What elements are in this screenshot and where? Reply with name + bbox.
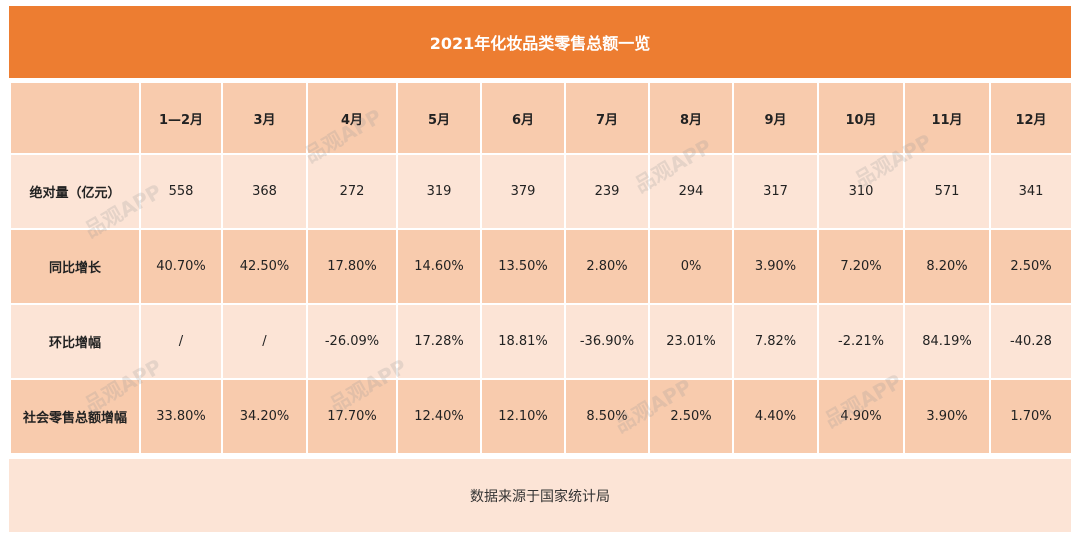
header-row: 1—2月 3月 4月 5月 6月 7月 8月 9月 10月 11月 12月	[9, 81, 1073, 155]
table-cell: 379	[480, 153, 566, 230]
corner-cell	[9, 81, 141, 155]
table-cell: 42.50%	[221, 228, 308, 305]
table-cell: 4.90%	[817, 378, 905, 455]
table-cell: 3.90%	[732, 228, 819, 305]
table-cell: 23.01%	[648, 303, 734, 380]
column-header: 1—2月	[139, 81, 223, 155]
column-header: 3月	[221, 81, 308, 155]
column-header: 11月	[903, 81, 991, 155]
column-header: 9月	[732, 81, 819, 155]
table-cell: -36.90%	[564, 303, 650, 380]
table-cell: 310	[817, 153, 905, 230]
column-header: 6月	[480, 81, 566, 155]
column-header: 5月	[396, 81, 482, 155]
table-cell: /	[139, 303, 223, 380]
table-cell: 4.40%	[732, 378, 819, 455]
chart-title: 2021年化妆品类零售总额一览	[9, 6, 1071, 78]
table-cell: 7.82%	[732, 303, 819, 380]
table-cell: 317	[732, 153, 819, 230]
table-cell: 33.80%	[139, 378, 223, 455]
data-source-note: 数据来源于国家统计局	[9, 459, 1071, 532]
table-cell: 17.70%	[306, 378, 398, 455]
table-cell: 319	[396, 153, 482, 230]
table-cell: 558	[139, 153, 223, 230]
table-cell: 17.28%	[396, 303, 482, 380]
table-cell: 12.40%	[396, 378, 482, 455]
table-cell: 341	[989, 153, 1073, 230]
column-header: 7月	[564, 81, 650, 155]
row-label: 同比增长	[9, 228, 141, 305]
table-cell: 272	[306, 153, 398, 230]
column-header: 12月	[989, 81, 1073, 155]
column-header: 8月	[648, 81, 734, 155]
table-row: 环比增幅 / / -26.09% 17.28% 18.81% -36.90% 23.01% 7.…	[9, 303, 1073, 380]
table-cell: 239	[564, 153, 650, 230]
column-header: 4月	[306, 81, 398, 155]
table-cell: 13.50%	[480, 228, 566, 305]
table-row: 同比增长 40.70% 42.50% 17.80% 14.60% 13.50% 2.80% 0…	[9, 228, 1073, 305]
data-table: 1—2月 3月 4月 5月 6月 7月 8月 9月 10月 11月 12月 绝对量（亿元） 558 368…	[9, 81, 1073, 455]
table-cell: 571	[903, 153, 991, 230]
table-cell: 17.80%	[306, 228, 398, 305]
table-cell: 2.50%	[989, 228, 1073, 305]
table-cell: 2.50%	[648, 378, 734, 455]
table-cell: 0%	[648, 228, 734, 305]
table-cell: 8.20%	[903, 228, 991, 305]
table-cell: 84.19%	[903, 303, 991, 380]
row-label: 环比增幅	[9, 303, 141, 380]
table-cell: 3.90%	[903, 378, 991, 455]
table-cell: -2.21%	[817, 303, 905, 380]
table-cell: 12.10%	[480, 378, 566, 455]
table-cell: 14.60%	[396, 228, 482, 305]
table-cell: -40.28	[989, 303, 1073, 380]
table-cell: /	[221, 303, 308, 380]
table-cell: 18.81%	[480, 303, 566, 380]
table-cell: 7.20%	[817, 228, 905, 305]
table-row: 绝对量（亿元） 558 368 272 319 379 239 294 317 310 571 341	[9, 153, 1073, 230]
table-cell: 2.80%	[564, 228, 650, 305]
column-header: 10月	[817, 81, 905, 155]
table-cell: 368	[221, 153, 308, 230]
table-cell: 40.70%	[139, 228, 223, 305]
row-label: 绝对量（亿元）	[9, 153, 141, 230]
table-cell: 1.70%	[989, 378, 1073, 455]
table-cell: 8.50%	[564, 378, 650, 455]
table-cell: 34.20%	[221, 378, 308, 455]
table-cell: -26.09%	[306, 303, 398, 380]
row-label: 社会零售总额增幅	[9, 378, 141, 455]
table-row: 社会零售总额增幅 33.80% 34.20% 17.70% 12.40% 12.10% 8.…	[9, 378, 1073, 455]
table-cell: 294	[648, 153, 734, 230]
